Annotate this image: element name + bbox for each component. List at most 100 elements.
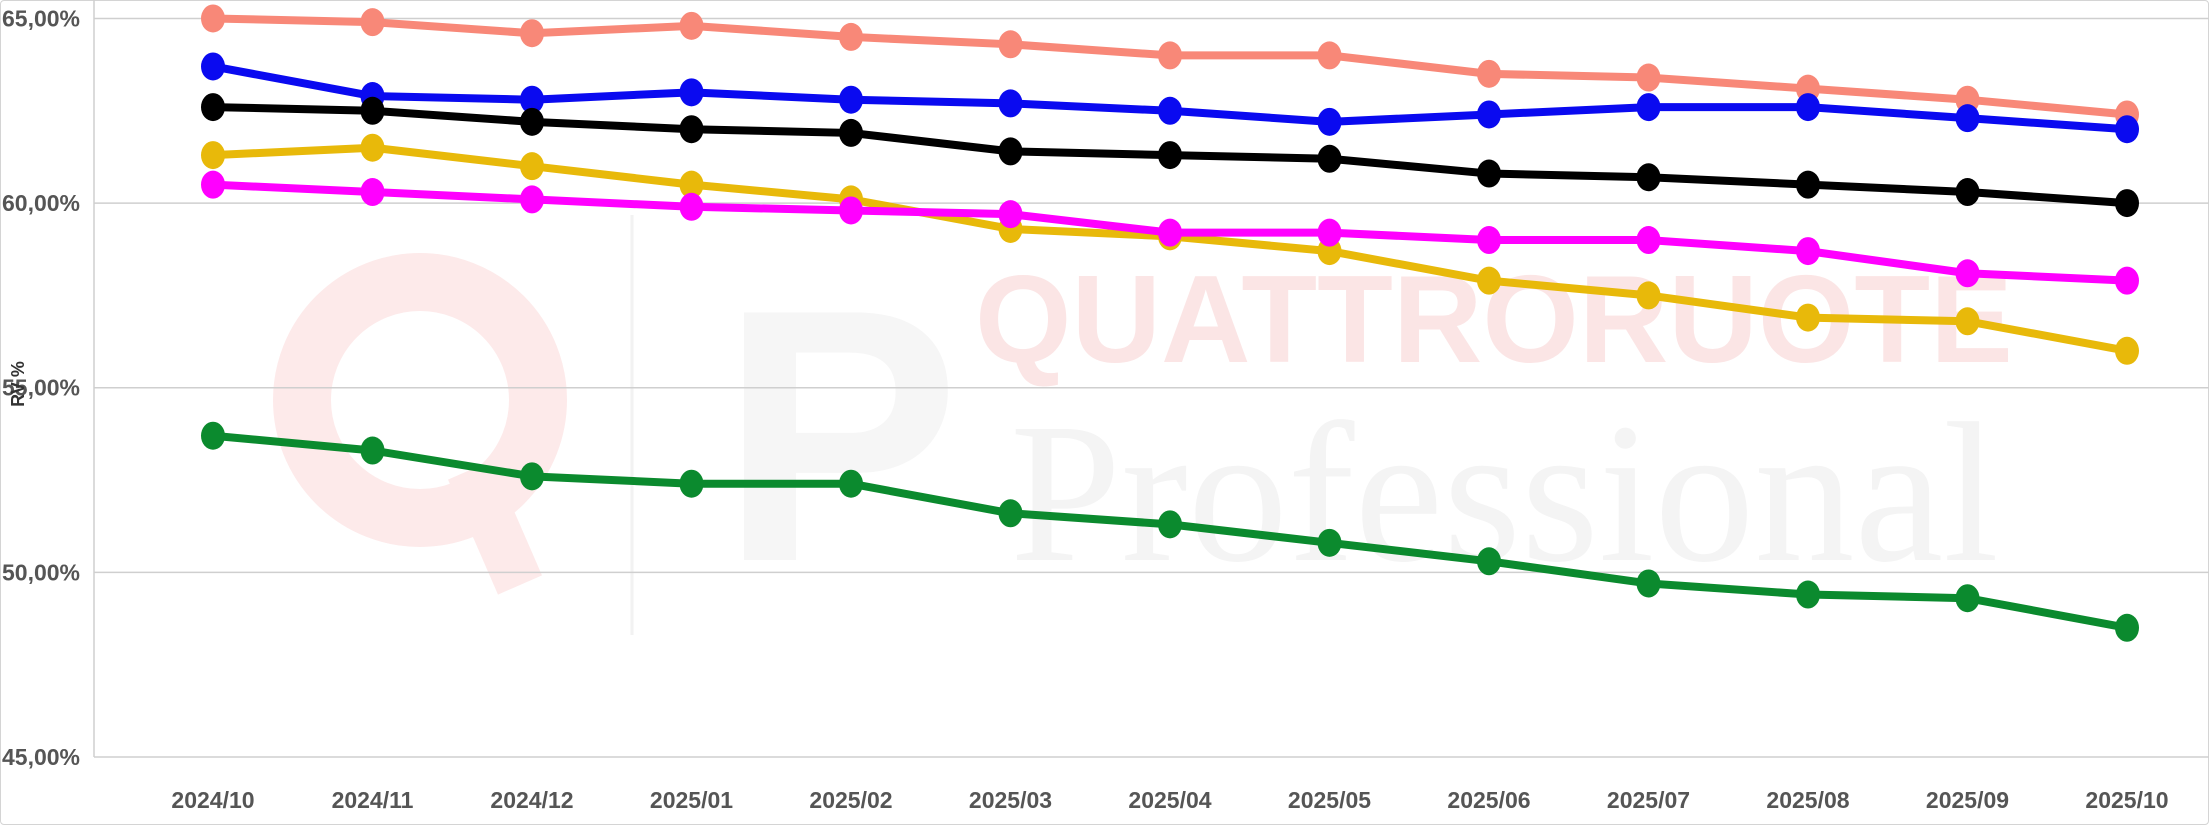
data-point[interactable] — [520, 152, 544, 181]
x-tick-label: 2025/08 — [1766, 787, 1849, 813]
data-point[interactable] — [839, 85, 863, 114]
data-point[interactable] — [360, 178, 385, 207]
data-point[interactable] — [201, 93, 225, 122]
data-point[interactable] — [2115, 266, 2139, 295]
watermark-product: Professional — [1010, 383, 1999, 604]
y-tick-label: 60,00% — [2, 190, 80, 216]
data-point[interactable] — [360, 8, 385, 37]
data-point[interactable] — [839, 196, 863, 225]
data-point[interactable] — [1796, 580, 1820, 609]
series-1 — [201, 4, 2139, 129]
data-point[interactable] — [1158, 141, 1182, 170]
y-tick-label: 55,00% — [2, 375, 80, 401]
data-point[interactable] — [2115, 613, 2139, 642]
data-point[interactable] — [1955, 104, 1980, 133]
data-point[interactable] — [1796, 237, 1820, 266]
watermark: P QUATTRORUOTE Professional — [273, 215, 2013, 637]
data-point[interactable] — [1796, 303, 1820, 332]
data-point[interactable] — [839, 469, 863, 498]
data-point[interactable] — [1317, 218, 1342, 247]
x-tick-label: 2025/05 — [1288, 787, 1371, 813]
x-tick-label: 2025/02 — [809, 787, 892, 813]
watermark-letter-p: P — [720, 235, 960, 637]
data-point[interactable] — [1317, 107, 1342, 136]
data-point[interactable] — [839, 22, 863, 51]
data-point[interactable] — [998, 200, 1023, 229]
x-tick-label: 2024/12 — [490, 787, 573, 813]
data-point[interactable] — [998, 499, 1023, 528]
data-point[interactable] — [201, 170, 225, 199]
data-point[interactable] — [679, 192, 704, 221]
data-point[interactable] — [1477, 266, 1501, 295]
data-point[interactable] — [1477, 226, 1501, 255]
data-point[interactable] — [520, 107, 544, 136]
grid — [93, 0, 2209, 758]
data-point[interactable] — [1955, 307, 1980, 336]
series-6 — [201, 421, 2139, 642]
data-point[interactable] — [520, 19, 544, 48]
data-point[interactable] — [1636, 93, 1661, 122]
x-tick-label: 2024/11 — [332, 787, 414, 813]
data-point[interactable] — [1636, 569, 1661, 598]
x-tick-label: 2025/06 — [1447, 787, 1530, 813]
data-point[interactable] — [1955, 584, 1980, 613]
data-point[interactable] — [1477, 100, 1501, 129]
y-tick-label: 50,00% — [2, 559, 80, 585]
data-point[interactable] — [1955, 178, 1980, 207]
data-point[interactable] — [360, 96, 385, 125]
y-axis-ticks: 45,00% 50,00% 55,00% 60,00% 65,00% — [2, 5, 80, 770]
series-3 — [201, 93, 2139, 218]
data-point[interactable] — [1636, 63, 1661, 92]
data-point[interactable] — [1796, 93, 1820, 122]
x-tick-label: 2025/04 — [1128, 787, 1211, 813]
data-point[interactable] — [1158, 218, 1182, 247]
y-tick-label: 45,00% — [2, 744, 80, 770]
x-tick-label: 2025/09 — [1926, 787, 2009, 813]
data-point[interactable] — [1317, 41, 1342, 70]
x-tick-label: 2025/01 — [650, 787, 733, 813]
data-point[interactable] — [679, 11, 704, 40]
data-point[interactable] — [201, 141, 225, 170]
quattroruote-logo — [273, 253, 567, 595]
series-layer — [201, 4, 2139, 642]
data-point[interactable] — [520, 85, 544, 114]
data-point[interactable] — [679, 115, 704, 144]
y-tick-label: 65,00% — [2, 5, 80, 31]
data-point[interactable] — [679, 469, 704, 498]
data-point[interactable] — [1158, 41, 1182, 70]
data-point[interactable] — [520, 462, 544, 491]
data-point[interactable] — [201, 421, 225, 450]
data-point[interactable] — [201, 4, 225, 33]
data-point[interactable] — [1158, 510, 1182, 539]
data-point[interactable] — [1477, 59, 1501, 88]
x-tick-label: 2025/07 — [1607, 787, 1690, 813]
data-point[interactable] — [1317, 144, 1342, 173]
data-point[interactable] — [679, 78, 704, 107]
data-point[interactable] — [1477, 159, 1501, 188]
data-point[interactable] — [520, 185, 544, 214]
data-point[interactable] — [201, 52, 225, 81]
data-point[interactable] — [360, 133, 385, 162]
data-point[interactable] — [360, 436, 385, 465]
data-point[interactable] — [679, 170, 704, 199]
data-point[interactable] — [1636, 281, 1661, 310]
data-point[interactable] — [1158, 96, 1182, 125]
x-tick-label: 2025/03 — [969, 787, 1052, 813]
data-point[interactable] — [998, 89, 1023, 118]
data-point[interactable] — [1796, 170, 1820, 199]
x-tick-label: 2025/10 — [2085, 787, 2168, 813]
data-point[interactable] — [2115, 189, 2139, 218]
data-point[interactable] — [1636, 163, 1661, 192]
data-point[interactable] — [2115, 336, 2139, 365]
data-point[interactable] — [1477, 547, 1501, 576]
data-point[interactable] — [998, 137, 1023, 166]
data-point[interactable] — [2115, 115, 2139, 144]
x-tick-label: 2024/10 — [171, 787, 254, 813]
data-point[interactable] — [1317, 528, 1342, 557]
data-point[interactable] — [1955, 259, 1980, 288]
data-point[interactable] — [1636, 226, 1661, 255]
data-point[interactable] — [998, 30, 1023, 59]
data-point[interactable] — [839, 118, 863, 147]
series-5 — [201, 170, 2139, 295]
series-2 — [201, 52, 2139, 144]
